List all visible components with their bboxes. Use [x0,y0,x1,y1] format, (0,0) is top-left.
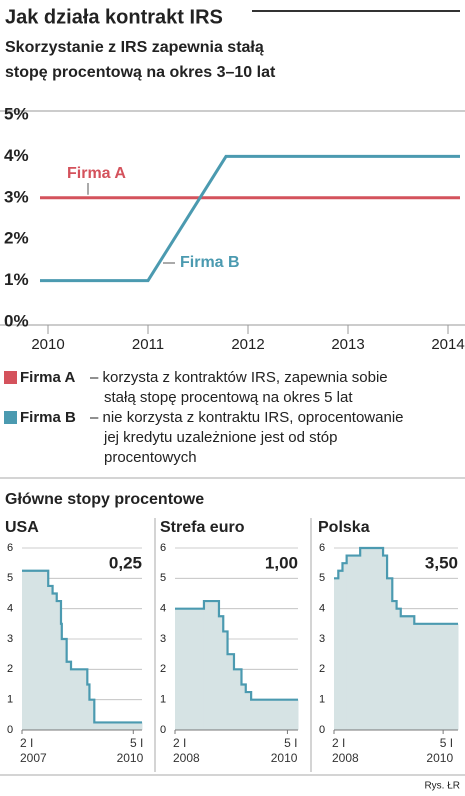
x-tick-label: 2011 [132,336,164,353]
area-step [400,616,415,730]
title: Jak działa kontrakt IRS [5,6,223,28]
x-tick-label: 2012 [231,336,264,353]
legend-description: – korzysta z kontraktów IRS, zapewnia so… [90,369,388,386]
y-tick-label: 2 [160,663,166,675]
chart-title: USA [5,519,39,536]
step-line [334,546,458,625]
area-step [338,570,343,730]
legend-swatch [4,411,17,424]
legend-swatch [4,371,17,384]
legend-label: Firma B [20,409,76,426]
area-step [233,669,242,730]
area-step [223,631,229,730]
area-step [396,608,402,730]
area-step [87,684,90,730]
y-tick-label: 4 [7,603,13,615]
y-tick-label: 4 [319,603,325,615]
x-tick-label: 5 I 2010 [270,736,298,765]
area-step [245,692,252,730]
area-step [387,578,393,730]
y-tick-label: 0% [4,311,29,330]
x-tick-label: 2014 [431,336,464,353]
y-tick-label: 5% [4,104,29,123]
subtitle: Skorzystanie z IRS zapewnia stałą [5,39,264,56]
area-step [94,722,143,730]
value-label: 3,50 [425,553,458,572]
area-step [22,570,49,730]
area-step [203,601,220,730]
legend-description: procentowych [104,449,197,466]
section-title: Główne stopy procentowe [5,491,204,508]
area-step [227,654,235,730]
area-step [346,555,361,730]
legend-description: stałą stopę procentową na okres 5 lat [104,389,353,406]
y-tick-label: 6 [319,542,325,554]
y-tick-label: 4% [4,146,29,165]
y-tick-label: 3 [319,633,325,645]
area-step [48,585,54,730]
y-tick-label: 0 [319,724,325,736]
y-tick-label: 5 [160,572,166,584]
area-step [61,639,68,730]
chart-title: Strefa euro [160,519,245,536]
y-tick-label: 2% [4,229,29,248]
area-step [66,661,72,730]
series-line [40,154,460,283]
series-annotation: Firma B [180,254,240,271]
area-step [342,563,348,730]
area-step [56,601,62,730]
area-step [360,548,384,730]
x-tick-label: 2013 [331,336,364,353]
area-step [251,699,299,730]
legend-description: jej kredytu uzależnione jest od stóp [103,429,337,446]
y-tick-label: 0 [160,724,166,736]
area-step [60,623,63,730]
area-step [383,555,388,730]
subtitle: stopę procentową na okres 3–10 lat [5,64,276,81]
y-tick-label: 1 [7,694,13,706]
y-tick-label: 2 [7,663,13,675]
area-step [175,608,205,730]
x-tick-label: 5 I 2010 [426,736,454,765]
step-line [175,599,298,701]
x-tick-label: 2010 [31,336,64,353]
y-tick-label: 0 [7,724,13,736]
y-tick-label: 6 [7,542,13,554]
credit: Rys. ŁR [424,781,460,792]
area-step [414,623,459,730]
area-step [218,616,224,730]
x-tick-label: 2 I 2008 [173,736,200,765]
y-tick-label: 1% [4,270,29,289]
area-step [392,601,398,730]
y-tick-label: 2 [319,663,325,675]
legend-description: – nie korzysta z kontraktu IRS, oprocent… [90,409,404,426]
y-tick-label: 3 [160,633,166,645]
area-step [334,578,339,730]
y-tick-label: 5 [7,572,13,584]
legend-label: Firma A [20,369,75,386]
y-tick-label: 1 [319,694,325,706]
y-tick-label: 5 [319,572,325,584]
y-tick-label: 3% [4,187,29,206]
area-step [241,684,247,730]
y-tick-label: 3 [7,633,13,645]
y-tick-label: 6 [160,542,166,554]
area-step [89,699,95,730]
area-step [52,593,58,730]
x-tick-label: 2 I 2007 [20,736,47,765]
value-label: 1,00 [265,553,298,572]
x-tick-label: 5 I 2010 [116,736,144,765]
y-tick-label: 1 [160,694,166,706]
series-annotation: Firma A [67,165,126,182]
y-tick-label: 4 [160,603,166,615]
chart-title: Polska [318,519,370,536]
x-tick-label: 2 I 2008 [332,736,359,765]
value-label: 0,25 [109,553,142,572]
step-line [22,569,142,724]
area-step [71,669,88,730]
